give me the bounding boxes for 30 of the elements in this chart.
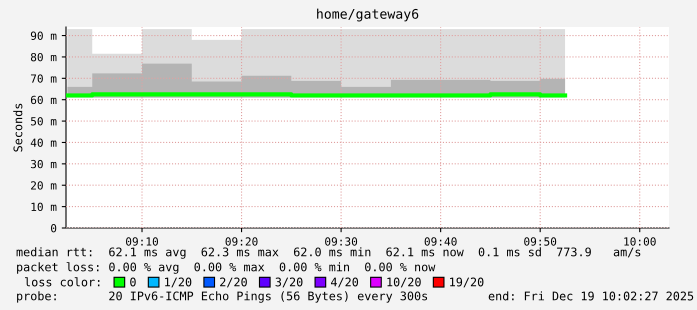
x-tick-label: 09:40 — [424, 237, 457, 246]
text: median rtt: 62.1 ms avg 62.3 ms max 62.0 ms min 62.1 ms now 0.1 ms sd 773.9 am/s — [16, 247, 640, 259]
text: probe: 20 IPv6-ICMP Echo Pings (56 Bytes) every 300s — [17, 291, 428, 303]
legend-label: 1/20 — [165, 278, 192, 288]
y-tick-label: 50 m — [30, 117, 56, 126]
text: end: Fri Dec 19 10:02:27 2025 — [488, 291, 694, 300]
y-tick-label: 70 m — [30, 74, 56, 83]
x-tick-label: 09:10 — [126, 237, 158, 246]
x-tick-label: 09:50 — [524, 237, 556, 246]
legend-label: 2/20 — [220, 278, 247, 288]
legend-title: loss color: — [24, 277, 100, 286]
legend-label: 3/20 — [276, 278, 302, 288]
y-tick-label: 20 m — [31, 181, 56, 190]
y-tick-label: 40 m — [30, 138, 56, 147]
legend-label: 0 — [130, 278, 136, 286]
x-tick-label: 09:20 — [226, 237, 258, 246]
y-tick-label: 80 m — [30, 52, 56, 62]
legend-label: 10/20 — [387, 278, 421, 288]
y-tick-label: 30 m — [30, 160, 56, 168]
legend-label: 4/20 — [330, 278, 358, 288]
x-tick-label: 10:00 — [624, 237, 656, 246]
y-tick-label: 90 m — [30, 32, 56, 40]
x-tick-label: 09:30 — [325, 237, 358, 246]
text: packet loss: 0.00 % avg 0.00 % max 0.00 % min 0.00 % now — [17, 262, 436, 274]
y-tick-label: 60 m — [30, 96, 56, 104]
legend-label: 19/20 — [450, 278, 484, 288]
chart-title: home/gateway6 — [317, 8, 418, 22]
y-axis-title: Seconds — [13, 104, 22, 152]
y-tick-label: 10 m — [32, 202, 56, 212]
y-tick-label: 0 — [51, 224, 56, 232]
